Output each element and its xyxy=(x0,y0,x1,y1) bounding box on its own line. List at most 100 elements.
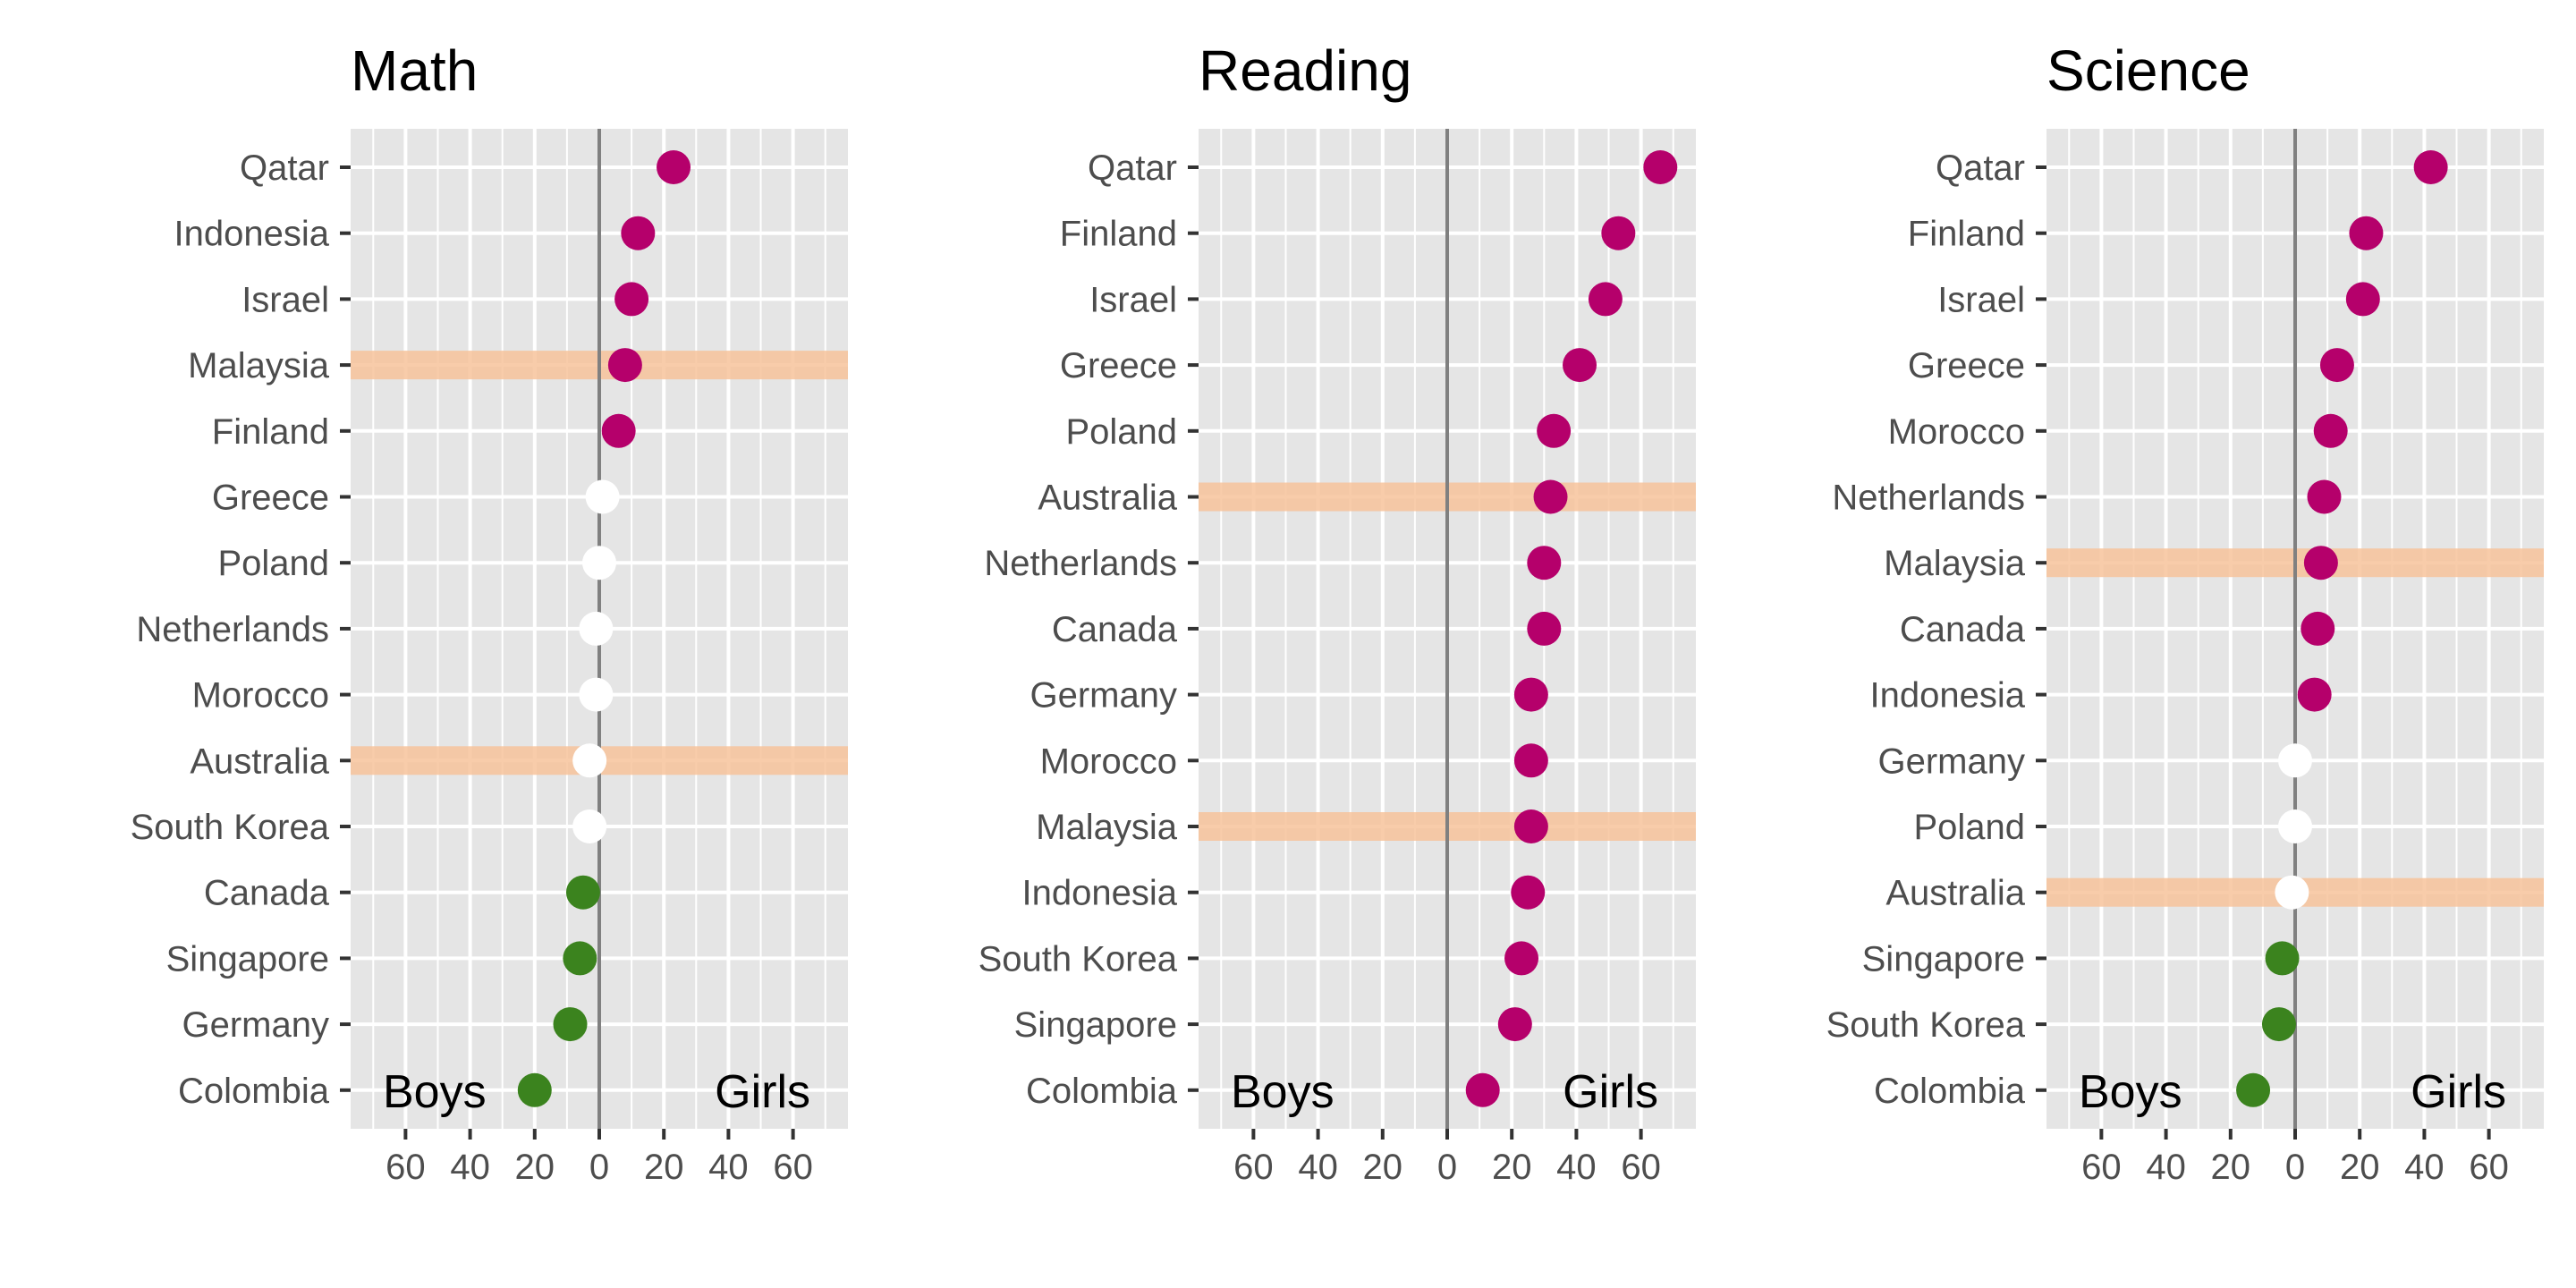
panel-science-point-germany xyxy=(2278,743,2312,778)
panel-science-point-singapore xyxy=(2265,941,2300,976)
panel-reading-point-morocco xyxy=(1513,743,1548,778)
panel-math-category-label: Singapore xyxy=(166,939,329,979)
panel-math-x-tick-label: 60 xyxy=(773,1148,813,1187)
panel-science-category-label: Germany xyxy=(1878,741,2026,781)
panel-science-x-tick-label: 20 xyxy=(2340,1148,2380,1187)
panel-reading-point-finland xyxy=(1601,216,1636,250)
panel-science-point-netherlands xyxy=(2307,479,2342,514)
panel-science-boys-label: Boys xyxy=(2079,1066,2182,1118)
panel-reading-girls-label: Girls xyxy=(1563,1066,1658,1118)
panel-math-point-finland xyxy=(601,413,636,448)
panel-science-point-south-korea xyxy=(2261,1007,2296,1042)
panel-math-category-label: Australia xyxy=(190,741,329,781)
panel-science-x-tick-label: 60 xyxy=(2081,1148,2122,1187)
panel-math-point-greece xyxy=(585,479,620,514)
panel-science-category-label: Finland xyxy=(1908,215,2025,254)
panel-science-point-malaysia xyxy=(2303,546,2338,580)
panel-science-point-poland xyxy=(2278,809,2312,843)
panel-math-point-indonesia xyxy=(621,216,656,250)
panel-science-category-label: South Korea xyxy=(1826,1005,2026,1045)
panel-reading-point-singapore xyxy=(1497,1007,1532,1042)
panel-science-category-label: Morocco xyxy=(1888,412,2025,452)
panel-science-category-label: Poland xyxy=(1913,808,2025,847)
panel-math-x-tick-label: 40 xyxy=(450,1148,490,1187)
panel-science-category-label: Israel xyxy=(1937,280,2025,319)
panel-math-point-colombia xyxy=(517,1072,552,1107)
panel-reading-category-label: Greece xyxy=(1060,346,1177,386)
panel-science-point-israel xyxy=(2345,282,2380,317)
panel-math-point-morocco xyxy=(579,677,614,712)
panel-science-x-tick-label: 40 xyxy=(2146,1148,2186,1187)
panel-reading-x-tick-label: 0 xyxy=(1437,1148,1457,1187)
panel-reading-point-colombia xyxy=(1465,1072,1500,1107)
panel-reading-point-canada xyxy=(1527,611,1562,646)
panel-science-point-canada xyxy=(2301,611,2335,646)
panel-science-category-label: Canada xyxy=(1900,610,2026,649)
panel-science: Science Qatar Finland Israel Greece Morocco Ne… xyxy=(1826,38,2544,1187)
panel-math-point-germany xyxy=(553,1007,588,1042)
panel-science-x-tick-label: 0 xyxy=(2285,1148,2305,1187)
panel-math-category-label: Greece xyxy=(212,479,329,518)
panel-reading-point-greece xyxy=(1563,348,1597,383)
panel-reading-category-label: Netherlands xyxy=(984,544,1177,583)
panel-science-point-indonesia xyxy=(2297,677,2332,712)
panel-reading-category-label: Indonesia xyxy=(1022,874,1178,913)
panel-reading-category-label: Finland xyxy=(1060,215,1177,254)
panel-math-point-malaysia xyxy=(607,348,642,383)
panel-math-category-label: South Korea xyxy=(131,808,330,847)
panel-science-category-label: Australia xyxy=(1885,874,2025,913)
panel-science-point-finland xyxy=(2349,216,2384,250)
panel-science-x-tick-label: 60 xyxy=(2469,1148,2509,1187)
panel-reading-point-malaysia xyxy=(1513,809,1548,843)
panel-math-category-label: Germany xyxy=(182,1005,330,1045)
panel-science-category-label: Colombia xyxy=(1874,1072,2026,1111)
panel-math-point-australia xyxy=(572,743,607,778)
panel-reading-x-tick-label: 40 xyxy=(1298,1148,1338,1187)
panel-math-x-tick-label: 60 xyxy=(386,1148,426,1187)
panel-reading-category-label: Colombia xyxy=(1026,1072,1178,1111)
panel-science-category-label: Greece xyxy=(1908,346,2025,386)
panel-reading-point-israel xyxy=(1588,282,1623,317)
panel-math-category-label: Qatar xyxy=(240,148,329,188)
panel-math-point-netherlands xyxy=(579,611,614,646)
panel-science-girls-label: Girls xyxy=(2411,1066,2506,1118)
panel-reading-category-label: Canada xyxy=(1052,610,1178,649)
panel-reading-x-tick-label: 20 xyxy=(1363,1148,1403,1187)
panel-reading-point-germany xyxy=(1513,677,1548,712)
panel-reading-point-netherlands xyxy=(1527,546,1562,580)
panel-reading-category-label: Germany xyxy=(1030,676,1178,716)
panel-science-point-greece xyxy=(2319,348,2354,383)
panel-math-point-israel xyxy=(614,282,649,317)
panel-science-category-label: Netherlands xyxy=(1832,479,2025,518)
panel-reading-point-qatar xyxy=(1643,150,1678,184)
panel-reading-category-label: Singapore xyxy=(1014,1005,1177,1045)
panel-math-category-label: Morocco xyxy=(192,676,329,716)
panel-science-category-label: Singapore xyxy=(1862,939,2025,979)
panel-reading-point-south-korea xyxy=(1504,941,1539,976)
panel-math-title: Math xyxy=(351,38,478,103)
panel-math-category-label: Finland xyxy=(212,412,329,452)
panel-reading: Reading Qatar Finland Israel Greece Poland Aus… xyxy=(979,38,1696,1187)
panel-science-point-australia xyxy=(2275,875,2309,910)
panel-math-boys-label: Boys xyxy=(383,1066,487,1118)
panel-math-category-label: Colombia xyxy=(178,1072,330,1111)
panel-math-point-poland xyxy=(582,546,616,580)
panel-reading-category-label: South Korea xyxy=(979,939,1178,979)
panel-math-category-label: Indonesia xyxy=(174,215,330,254)
panel-math-x-tick-label: 20 xyxy=(515,1148,555,1187)
panel-science-point-colombia xyxy=(2236,1072,2271,1107)
panel-reading-point-poland xyxy=(1537,413,1572,448)
panel-math-point-south-korea xyxy=(572,809,607,843)
panel-math-category-label: Canada xyxy=(204,874,330,913)
panel-reading-x-tick-label: 60 xyxy=(1621,1148,1661,1187)
panel-math-category-label: Netherlands xyxy=(136,610,329,649)
panel-reading-x-tick-label: 40 xyxy=(1556,1148,1597,1187)
panel-reading-category-label: Australia xyxy=(1038,479,1177,518)
panel-math-category-label: Poland xyxy=(217,544,329,583)
panel-reading-category-label: Qatar xyxy=(1088,148,1177,188)
panel-math-category-label: Israel xyxy=(242,280,329,319)
panel-math: Math Qatar Indonesia Israel Malaysia Finland G… xyxy=(131,38,848,1187)
panel-reading-x-tick-label: 60 xyxy=(1233,1148,1274,1187)
panel-science-point-qatar xyxy=(2413,150,2448,184)
